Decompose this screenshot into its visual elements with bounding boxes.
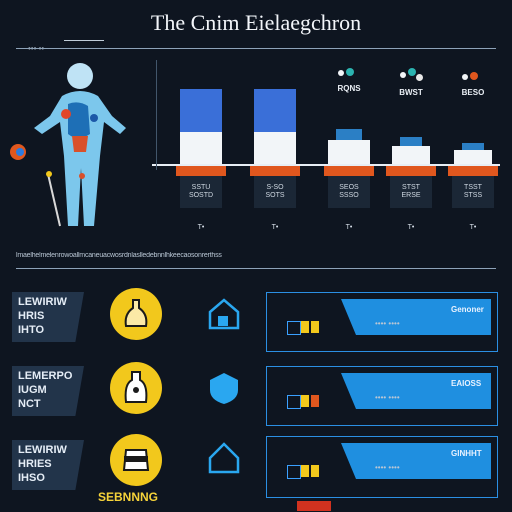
panel-bar [341, 373, 491, 409]
info-row: LEMERPO IUGM NCT EAIOSS •••• •••• [0, 358, 512, 432]
bar-orange-tick [448, 166, 498, 176]
panel-note: •••• •••• [375, 319, 400, 328]
anatomy-figure [10, 63, 126, 227]
dots-icon [338, 68, 360, 78]
dots-icon [400, 68, 424, 82]
pointer-stick [47, 173, 61, 227]
bar-cap: RQNS [337, 84, 361, 93]
panel-chip [287, 321, 301, 335]
data-panel: GINHHT •••• •••• [266, 436, 498, 511]
panel-chip [301, 465, 309, 477]
card-line: IHSO [18, 472, 45, 484]
card-line: HRIS [18, 310, 45, 322]
panel-note: •••• •••• [375, 393, 400, 402]
card-line: IHTO [18, 324, 45, 336]
bar-chip: T• [271, 224, 279, 231]
bar-white-band [392, 146, 430, 164]
shield-icon [210, 373, 238, 404]
bar-white-band [328, 140, 370, 164]
page-title: The Cnim Eielaegchron [150, 10, 362, 35]
body-silhouette [34, 63, 126, 226]
header-tick [64, 40, 104, 41]
bar-column-2: S-SO SOTS T• [250, 60, 300, 250]
bar-chip: T• [407, 224, 415, 231]
panel-tag: GINHHT [451, 449, 482, 458]
mid-divider [16, 268, 496, 269]
panel-bar [341, 299, 491, 335]
dots-icon [462, 72, 484, 82]
house-icon [208, 298, 240, 330]
y-axis [156, 60, 157, 170]
bar-orange-tick [176, 166, 226, 176]
panel-note: •••• •••• [375, 463, 400, 472]
bar-sub-a: STST [402, 184, 420, 191]
bar-sub-b: SOTS [265, 192, 285, 199]
label-card: LEMERPO IUGM NCT [12, 366, 84, 416]
panel-chip [301, 395, 309, 407]
bar-column-3: RQNS SEOS SSSO T• [324, 60, 374, 250]
info-rows: LEWIRIW HRIS IHTO Genoner •••• •••• LEME… [0, 284, 512, 512]
bar-sub-b: STSS [463, 192, 483, 199]
panel-chip [301, 321, 309, 333]
bar-white-band [454, 150, 492, 164]
jar-icon [122, 449, 150, 471]
bar-sub-a: TSST [464, 184, 482, 191]
bar-cap: BESO [461, 88, 485, 97]
bar-orange-tick [386, 166, 436, 176]
bar-orange-tick [250, 166, 300, 176]
card-line: HRIES [18, 458, 52, 470]
label-card: LEWIRIW HRIS IHTO [12, 292, 84, 342]
baseline [152, 164, 500, 166]
bar-sub-b: SSSO [339, 192, 359, 199]
card-line: NCT [18, 398, 41, 410]
bar-cap: BWST [399, 88, 423, 97]
card-line: IUGM [18, 384, 47, 396]
panel-tag: EAIOSS [451, 379, 482, 388]
bottle-icon [124, 371, 148, 403]
bar-sub-b: ERSE [401, 192, 421, 199]
bar-sub-a: SSTU [191, 184, 211, 191]
house-icon [208, 442, 240, 474]
info-row: LEWIRIW HRIES IHSO SEBNNNG GINHHT •••• •… [0, 432, 512, 512]
bar-column-1: SSTU SOSTD T• [176, 60, 226, 250]
bar-chip: T• [469, 224, 477, 231]
panel-chip [311, 465, 319, 477]
bar-sub-b: SOSTD [188, 192, 214, 199]
info-row: LEWIRIW HRIS IHTO Genoner •••• •••• [0, 284, 512, 358]
bottle-icon [124, 299, 148, 327]
bar-white-band [254, 132, 296, 164]
panel-chip [287, 395, 301, 409]
red-strip [297, 501, 331, 511]
bar-sub-a: S-SO [266, 184, 284, 191]
bar-column-4: BWST STST ERSE T• [386, 60, 436, 250]
bar-sub-a: SEOS [339, 184, 359, 191]
bar-panel: SSTU SOSTD T• S-SO SOTS T• RQNS SEOS SSS… [152, 60, 500, 260]
bar-column-5: BESO TSST STSS T• [448, 60, 498, 250]
data-panel: Genoner •••• •••• [266, 292, 498, 352]
panel-chip [311, 321, 319, 333]
panel-tag: Genoner [451, 305, 484, 314]
panel-chip [311, 395, 319, 407]
bar-orange-tick [324, 166, 374, 176]
card-line: LEWIRIW [18, 444, 67, 456]
bar-white-band [180, 132, 222, 164]
header-divider [16, 48, 496, 49]
divider-caption: lmaelhelmelenrowoallmcaneuacwosrdnlaslle… [16, 252, 222, 259]
yellow-badge [110, 434, 162, 486]
card-line: LEMERPO [18, 370, 73, 382]
panel-bar [341, 443, 491, 479]
panel-chip [287, 465, 301, 479]
data-panel: EAIOSS •••• •••• [266, 366, 498, 426]
bar-chip: T• [197, 224, 205, 231]
card-line: LEWIRIW [18, 296, 67, 308]
yellow-badge [110, 362, 162, 414]
label-card: LEWIRIW HRIES IHSO [12, 440, 84, 490]
footer-label: SEBNNNG [98, 490, 159, 504]
bar-chip: T• [345, 224, 353, 231]
yellow-badge [110, 288, 162, 340]
